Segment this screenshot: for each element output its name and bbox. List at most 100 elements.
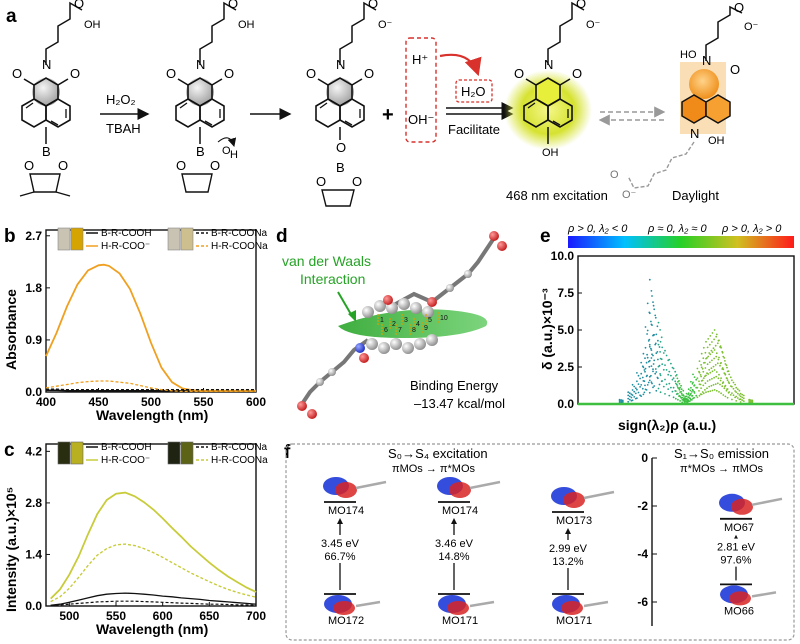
scatter-point [645,389,648,391]
scatter-point [723,387,726,390]
svg-text:O: O [734,0,744,15]
scatter-point [687,393,690,396]
scatter-point [648,311,651,314]
panel-a-scheme: a N O O O OH B O O H₂O₂ TBAH N [6,0,759,207]
scatter-point [702,377,705,379]
contact-number: 8 [412,327,416,334]
x-tick-label: 500 [141,395,161,409]
transition-label-bg [316,535,364,563]
svg-text:OH: OH [238,19,255,31]
scatter-point [659,374,662,377]
panel-label-d: d [276,226,288,247]
mo-lower-label: MO171 [442,615,478,627]
orbital-lobe-lower [333,601,355,615]
scatter-point [708,385,711,388]
scatter-point [700,364,702,366]
scatter-point [668,382,671,385]
scatter-point [693,392,696,394]
scatter-point [652,304,655,307]
scatter-point [654,316,657,319]
scatter-point [657,343,660,346]
orbital-chain [355,600,381,608]
scatter-point [656,351,659,353]
svg-text:O: O [576,0,586,11]
scatter-point [640,361,643,364]
y-tick-label: 2.5 [557,360,574,374]
svg-text:O: O [514,66,524,81]
scatter-point [720,392,722,395]
scatter-point [651,295,653,297]
scatter-point [711,377,713,380]
scatter-point [713,357,715,360]
svg-text:O: O [368,0,378,11]
scatter-point [719,345,722,347]
orbital-chain [751,497,783,507]
molecule-boronate-acid: N O O O OH B O O [12,0,101,197]
scatter-point [739,401,742,403]
scatter-point [713,389,716,391]
scatter-point [653,359,656,362]
scatter-point [707,373,710,375]
contact-number: 10 [440,315,448,322]
svg-text:O⁻: O⁻ [378,19,393,31]
excitation-subtitle: πMOs → π*MOs [392,463,476,475]
scatter-point [720,377,722,379]
scatter-point [734,383,736,386]
scatter-point [637,374,640,377]
scatter-point [716,342,719,345]
scatter-point [648,359,651,362]
cuvette-b4 [180,227,194,251]
b-ylabel: Absorbance [3,289,19,370]
scatter-point [742,394,745,397]
scatter-point [726,366,728,369]
scatter-point [728,373,731,376]
oh-minus-label: OH⁻ [408,112,434,127]
water-label: H₂O [461,84,486,99]
scatter-point [715,371,718,373]
contact-number: 4 [416,321,420,328]
scatter-point [647,340,650,342]
y-tick-label: 7.5 [557,286,574,300]
legend-label: H-R-COO⁻ [101,455,150,466]
plot-frame [45,443,257,607]
scatter-point [690,386,692,389]
scatter-point [628,392,631,395]
scatter-point [646,353,648,356]
c-ylabel: Intensity (a.u.)×10⁵ [3,487,19,612]
scatter-point [670,374,672,377]
scatter-point [652,368,654,371]
scatter-point [661,346,664,349]
plot-frame [45,229,257,393]
scatter-point [735,400,738,402]
scatter-point [702,384,705,387]
scatter-point [701,391,704,393]
x-tick-label: 550 [193,395,213,409]
scatter-point [698,394,701,397]
scatter-point [705,340,707,343]
contact-number: 3 [404,317,408,324]
scatter-point [706,346,709,349]
scatter-point [706,363,709,366]
excitation-caption: 468 nm excitation [506,188,608,203]
scatter-point [636,372,638,374]
transition-energy: 2.81 eV [717,542,756,554]
energy-tick-label: -6 [637,595,648,609]
mo-upper-label: MO173 [556,515,592,527]
scatter-point [674,380,677,383]
scatter-point [709,371,712,374]
emission-title: S₁→S₀ emission [674,446,769,461]
scatter-point [683,400,686,403]
series-line-2 [46,388,256,391]
scatter-point [668,358,671,361]
scatter-point [640,384,643,386]
scatter-point [713,369,716,371]
svg-text:O: O [336,140,346,155]
scatter-point [659,351,661,353]
scatter-point [693,384,696,386]
transition-label-bg [430,535,478,563]
scatter-point [700,380,703,382]
scatter-point [655,352,658,355]
scatter-point [722,381,725,384]
scatter-point [655,389,658,392]
